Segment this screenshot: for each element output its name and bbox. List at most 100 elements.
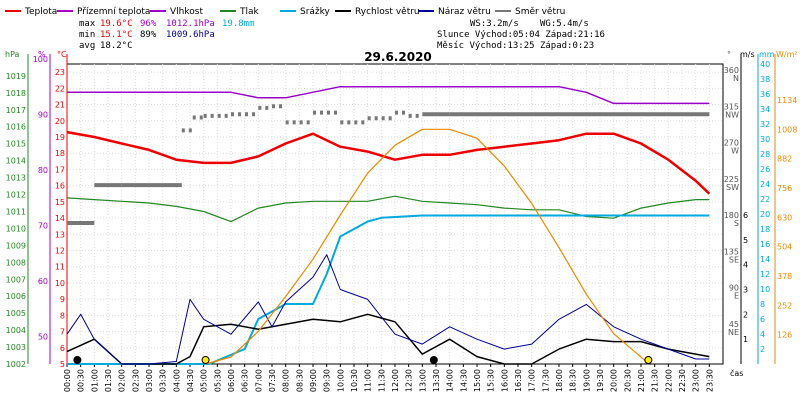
tick-x: 16:30 (514, 369, 523, 392)
legend-item: Směr větru (495, 7, 565, 17)
tick-ms: 3 (743, 286, 748, 295)
tick-x: 17:30 (541, 369, 550, 392)
tick-mm: 2 (760, 345, 765, 354)
legend-item: Srážky (280, 7, 331, 17)
legend-item: Vlhkost (150, 7, 203, 17)
tick-x: 15:00 (473, 369, 482, 392)
tick-pct: 90 (38, 110, 48, 119)
tick-c: 5 (60, 360, 65, 369)
tick-x: 04:00 (172, 369, 181, 392)
tick-x: 01:00 (90, 369, 99, 392)
tick-x: 11:00 (364, 369, 373, 392)
tick-x: 11:30 (377, 369, 386, 392)
tick-c: 22 (55, 84, 65, 93)
tick-mm: 24 (760, 180, 770, 189)
series-teplota (66, 130, 711, 195)
tick-hpa: 1014 (6, 157, 26, 166)
tick-c: 21 (55, 101, 65, 110)
tick-wm: 630 (777, 213, 792, 222)
tick-mm: 16 (760, 240, 770, 249)
tick-pct: 60 (38, 277, 48, 286)
stat-max-hum: 96% (140, 19, 157, 29)
legend-item: Tlak (220, 7, 260, 17)
legend-label: Srážky (300, 7, 331, 17)
tick-ms: 4 (743, 261, 748, 270)
tick-c: 8 (60, 311, 65, 320)
tick-mm: 12 (760, 270, 770, 279)
tick-wm: 756 (777, 184, 792, 193)
tick-x: 13:30 (432, 369, 441, 392)
tick-dir: 45 (729, 320, 739, 329)
stat-sun: Slunce Východ:05:04 Západ:21:16 (437, 30, 605, 40)
tick-hpa: 1010 (6, 224, 26, 233)
tick-dir: 270 (724, 139, 739, 148)
tick-c: 12 (55, 246, 65, 255)
tick-x: 05:30 (213, 369, 222, 392)
marker-sun-rise (201, 356, 210, 364)
tick-c: 19 (55, 133, 65, 142)
tick-c: 11 (55, 263, 65, 272)
tick-wm: 1008 (777, 125, 797, 134)
tick-dir: 360 (724, 66, 739, 75)
tick-mm: 14 (760, 255, 770, 264)
tick-c: 7 (60, 328, 65, 337)
tick-dir-name: SE (729, 255, 739, 264)
tick-hpa: 1013 (6, 174, 26, 183)
legend-label: Náraz větru (438, 7, 491, 17)
tick-mm: 8 (760, 300, 765, 309)
tick-hpa: 1018 (6, 89, 26, 98)
series-tlak (66, 195, 710, 223)
marker-moon-rise (429, 356, 438, 364)
legend-label: Rychlost větru (355, 7, 420, 17)
stat-max-temp: 19.6°C (100, 19, 133, 29)
legend-item: Náraz větru (418, 7, 491, 17)
axis-label-mm: mm (759, 50, 775, 59)
tick-x: 06:00 (227, 369, 236, 392)
tick-wm: 378 (777, 272, 792, 281)
tick-hpa: 1017 (6, 106, 26, 115)
tick-hpa: 1002 (6, 360, 26, 369)
series-vlhkost (67, 85, 710, 105)
tick-hpa: 1009 (6, 241, 26, 250)
tick-x: 00:00 (63, 369, 72, 392)
marker-moon-set (73, 356, 82, 364)
tick-x: 17:00 (528, 369, 537, 392)
tick-mm: 18 (760, 225, 770, 234)
stat-wg: WG:5.4m/s (540, 19, 589, 29)
tick-x: 03:30 (159, 369, 168, 392)
series-wind-direction (67, 104, 710, 226)
tick-mm: 30 (760, 135, 770, 144)
stat-min-press: 1009.6hPa (166, 30, 215, 40)
tick-x: 10:00 (336, 369, 345, 392)
stat-min-hum: 89% (140, 30, 157, 40)
legend-label: Vlhkost (170, 7, 203, 17)
tick-ms: 6 (743, 211, 748, 220)
grid (66, 63, 724, 365)
axis-label-hpa: hPa (5, 50, 20, 59)
stat-avg-temp: 18.2°C (100, 41, 133, 51)
tick-mm: 26 (760, 165, 770, 174)
tick-c: 9 (60, 295, 65, 304)
markers-layer (73, 356, 653, 364)
tick-c: 6 (60, 344, 65, 353)
tick-mm: 40 (760, 60, 770, 69)
axis-label-pct: % (38, 50, 46, 59)
tick-x: 00:30 (77, 369, 86, 392)
tick-hpa: 1008 (6, 258, 26, 267)
tick-x: 14:00 (446, 369, 455, 392)
tick-mm: 6 (760, 315, 765, 324)
tick-x: 12:00 (391, 369, 400, 392)
tick-x: 07:00 (254, 369, 263, 392)
axis-label-wm: W/m² (776, 50, 798, 59)
series-slune-n-z-en- (205, 128, 649, 365)
tick-mm: 34 (760, 105, 770, 114)
tick-x: 13:00 (418, 369, 427, 392)
tick-mm: 20 (760, 210, 770, 219)
stat-avg-label: avg (79, 41, 95, 51)
tick-c: 20 (55, 117, 65, 126)
tick-x: 14:30 (459, 369, 468, 392)
tick-hpa: 1004 (6, 326, 26, 335)
series-sr-ky (67, 214, 710, 365)
tick-x: 23:30 (705, 369, 714, 392)
tick-dir-name: S (734, 219, 739, 228)
